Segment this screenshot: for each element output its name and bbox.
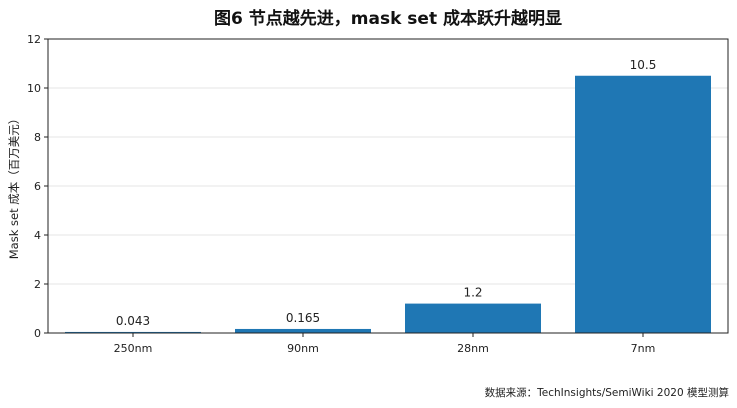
x-axis: 250nm 90nm 28nm 7nm bbox=[114, 333, 656, 355]
bars bbox=[65, 75, 711, 333]
x-tick-label-250nm: 250nm bbox=[114, 342, 153, 355]
y-axis: 0 2 4 6 8 10 12 bbox=[27, 33, 48, 340]
x-tick-label-90nm: 90nm bbox=[287, 342, 319, 355]
y-tick-label: 12 bbox=[27, 33, 41, 46]
y-tick-label: 10 bbox=[27, 82, 41, 95]
y-axis-label: Mask set 成本（百万美元） bbox=[7, 113, 21, 260]
source-note: 数据来源：TechInsights/SemiWiki 2020 模型测算 bbox=[485, 386, 729, 399]
bar-28nm bbox=[405, 303, 541, 333]
x-tick-label-7nm: 7nm bbox=[631, 342, 656, 355]
y-tick-label: 2 bbox=[34, 278, 41, 291]
data-labels: 0.043 0.165 1.2 10.5 bbox=[116, 58, 657, 328]
chart-title: 图6 节点越先进，mask set 成本跃升越明显 bbox=[214, 8, 562, 29]
data-label-7nm: 10.5 bbox=[630, 58, 657, 72]
data-label-250nm: 0.043 bbox=[116, 314, 150, 328]
bar-250nm bbox=[65, 331, 201, 333]
bar-90nm bbox=[235, 328, 371, 333]
x-tick-label-28nm: 28nm bbox=[457, 342, 489, 355]
data-label-90nm: 0.165 bbox=[286, 311, 320, 325]
y-tick-label: 8 bbox=[34, 131, 41, 144]
data-label-28nm: 1.2 bbox=[463, 286, 482, 300]
y-tick-label: 0 bbox=[34, 327, 41, 340]
bar-7nm bbox=[575, 75, 711, 333]
y-tick-label: 6 bbox=[34, 180, 41, 193]
y-tick-label: 4 bbox=[34, 229, 41, 242]
